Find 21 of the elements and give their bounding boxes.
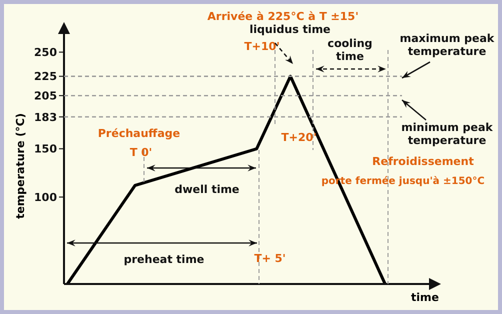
annotation: cooling time [328,37,372,63]
y-tick-label: 225 [34,70,57,84]
annotation: Refroidissement [372,155,474,168]
annotation: dwell time [174,183,240,196]
x-axis-title: time [411,291,439,304]
y-tick-label: 183 [34,110,57,124]
text: Arrivée à 225°C à T ±15' [207,10,359,23]
y-tick-label: 100 [34,190,58,204]
annotation: T 0' [130,146,152,159]
y-tick-label: 250 [34,46,58,60]
annotation: preheat time [124,253,204,266]
y-tick-label: 150 [34,142,58,156]
annotation: maximum peak temperature [400,32,495,58]
y-tick-label: 205 [34,90,57,103]
annotation: T+ 5' [254,252,286,265]
annotation: Préchauffage [98,127,180,140]
y-axis-title: temperature (°C) [14,113,27,219]
annotation: T+20' [281,131,317,144]
annotation: T+10' [244,40,280,53]
annotation: liquidus time [249,23,331,36]
annotation: minimum peak temperature [401,121,494,147]
